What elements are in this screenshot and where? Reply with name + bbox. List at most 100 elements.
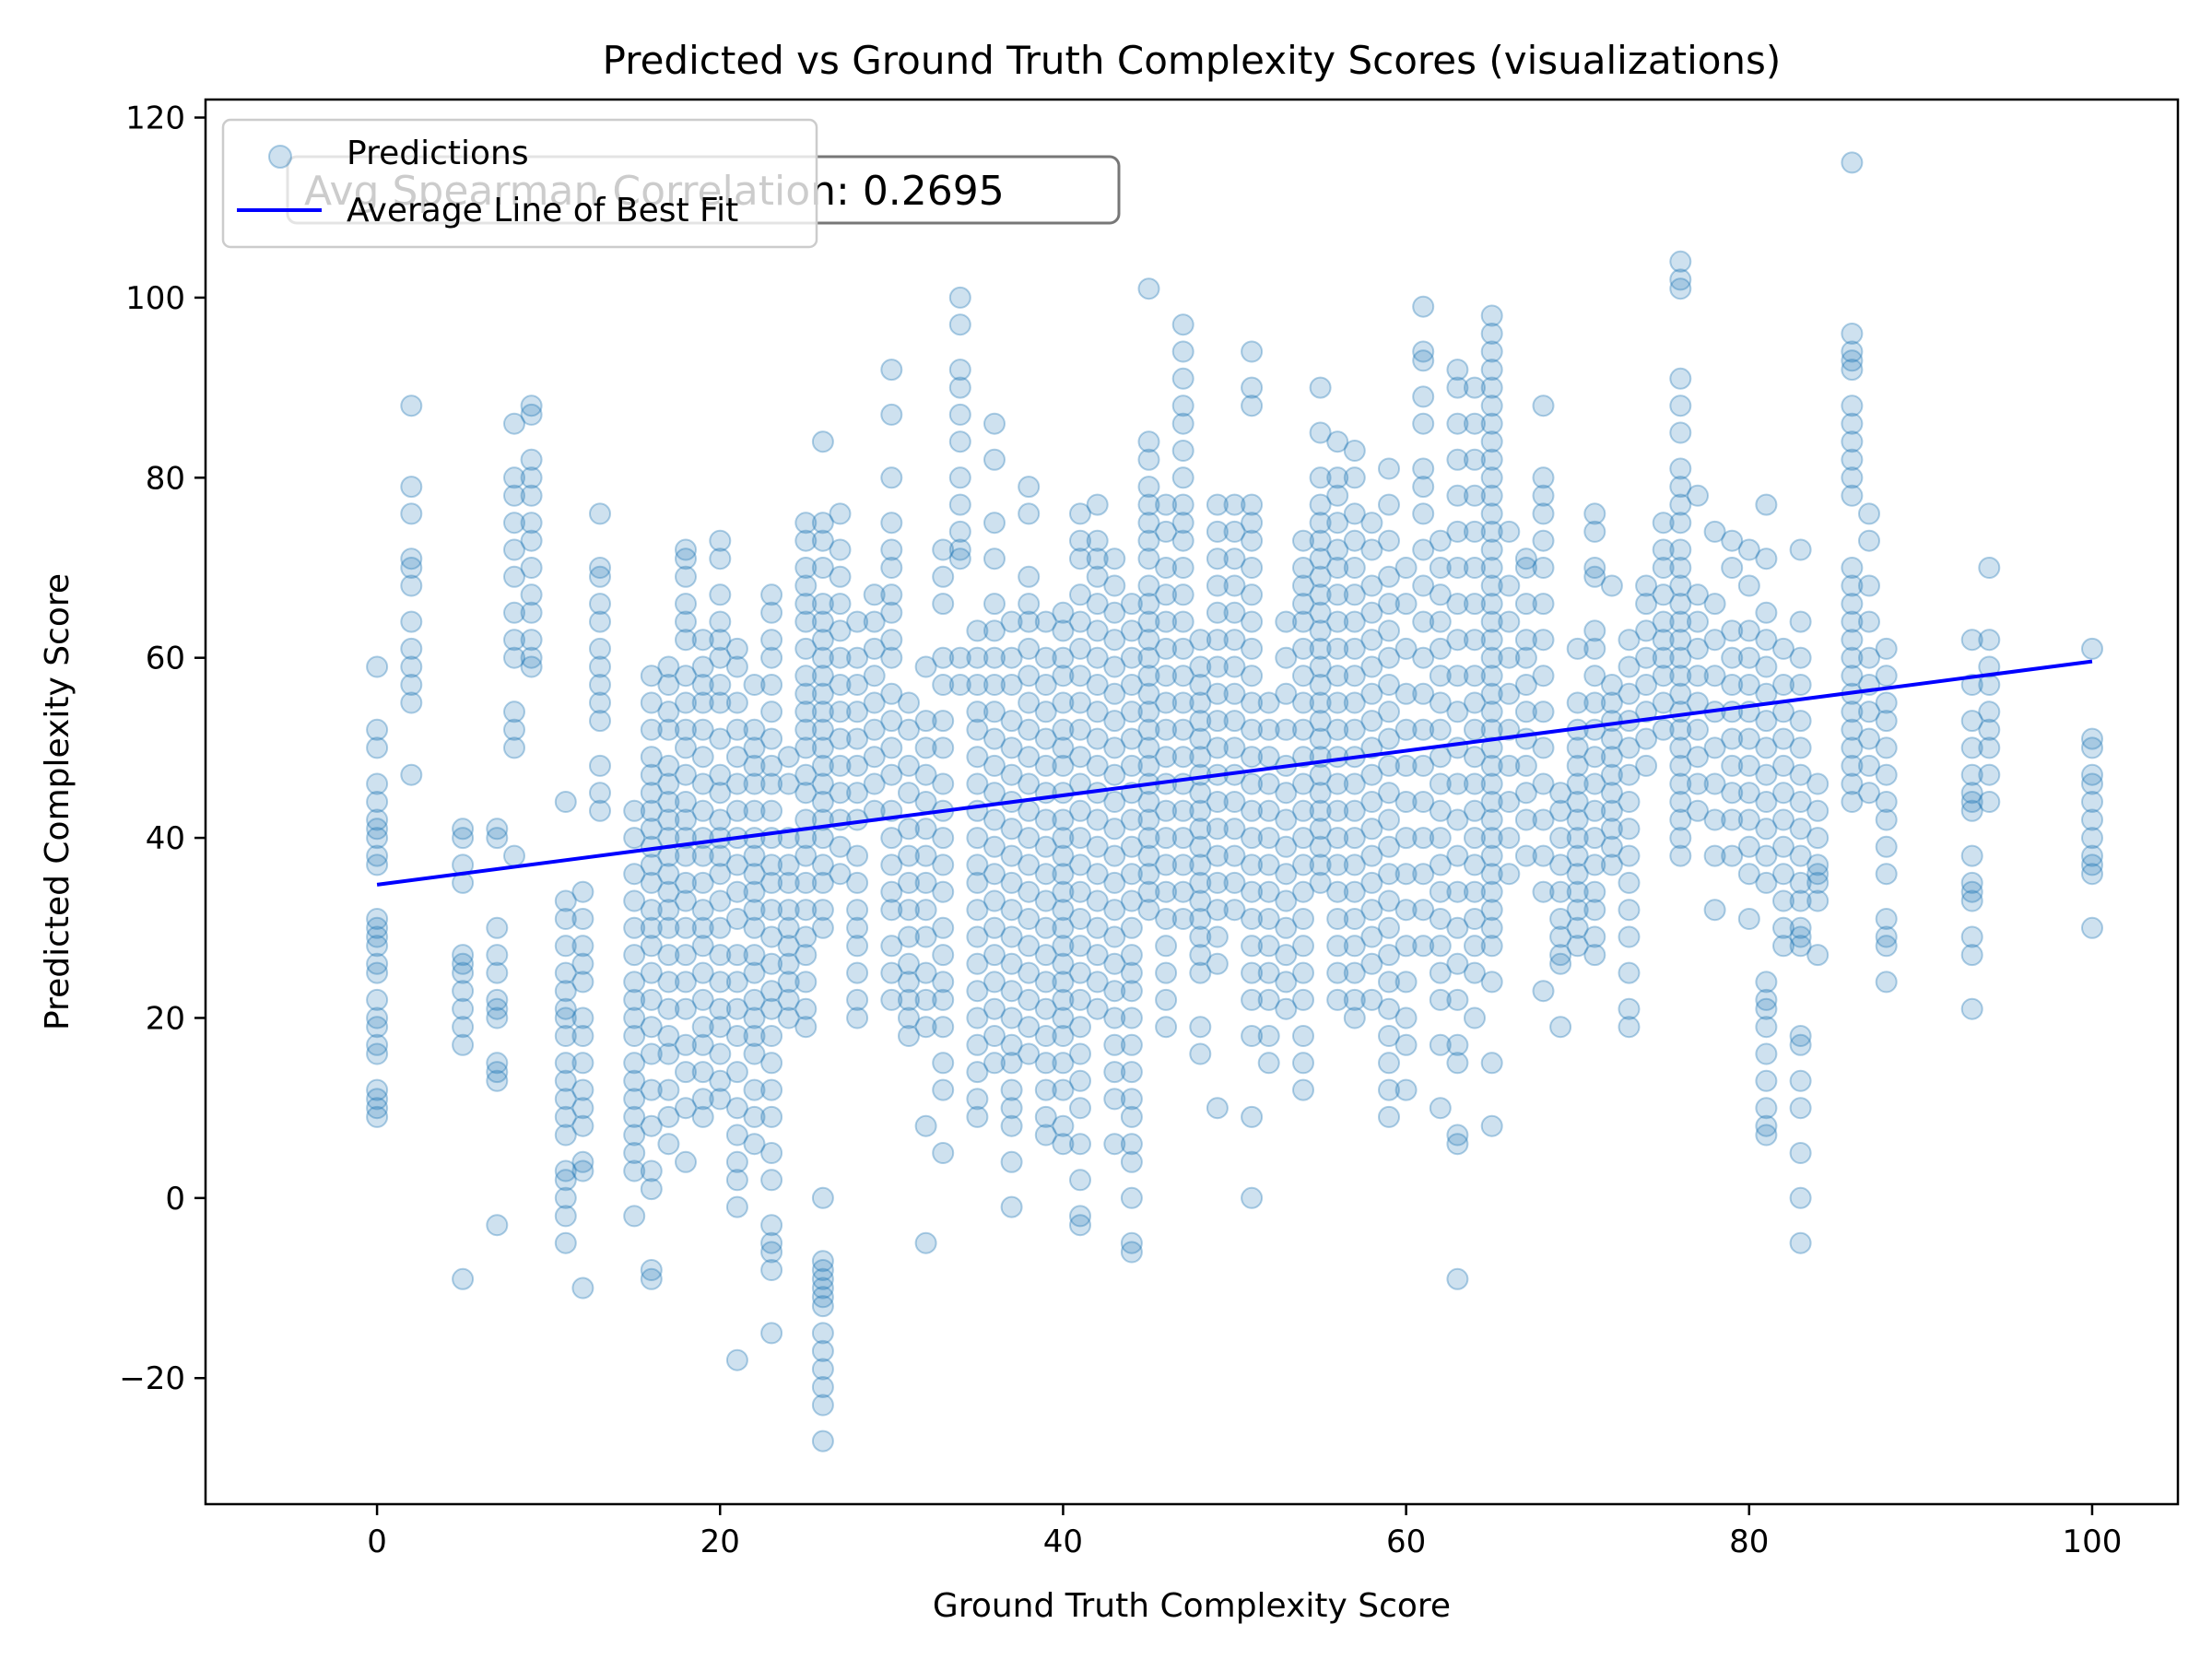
data-point bbox=[846, 646, 869, 669]
data-point bbox=[1412, 754, 1435, 777]
data-point bbox=[1412, 899, 1435, 922]
data-point bbox=[675, 629, 697, 652]
data-point bbox=[554, 1006, 577, 1030]
data-point bbox=[1378, 863, 1400, 886]
data-point bbox=[948, 403, 971, 426]
data-point bbox=[777, 1006, 800, 1030]
data-point bbox=[777, 916, 800, 939]
data-point bbox=[1635, 574, 1658, 597]
data-point bbox=[1034, 835, 1057, 858]
data-point bbox=[983, 835, 1006, 858]
data-point bbox=[846, 1006, 869, 1030]
data-point bbox=[520, 601, 543, 624]
data-point bbox=[1635, 754, 1658, 777]
data-point bbox=[1429, 610, 1452, 633]
data-point bbox=[1875, 835, 1898, 858]
data-point bbox=[1583, 827, 1606, 850]
data-point bbox=[1841, 718, 1864, 741]
data-point bbox=[1532, 529, 1555, 552]
data-point bbox=[966, 1006, 989, 1030]
data-point bbox=[1275, 610, 1298, 633]
data-point bbox=[1137, 448, 1160, 471]
data-point bbox=[914, 925, 937, 948]
data-point bbox=[743, 1042, 766, 1065]
data-point bbox=[1464, 557, 1486, 579]
data-point bbox=[1583, 665, 1606, 688]
data-point bbox=[1772, 935, 1794, 958]
data-point bbox=[503, 565, 525, 588]
data-point bbox=[1034, 700, 1057, 724]
data-point bbox=[1343, 557, 1366, 579]
data-point bbox=[1052, 691, 1075, 714]
data-point bbox=[1378, 727, 1400, 750]
data-point bbox=[1378, 782, 1400, 805]
data-point bbox=[486, 827, 509, 850]
data-point bbox=[503, 484, 525, 507]
data-point bbox=[1806, 889, 1830, 912]
data-point bbox=[1378, 593, 1400, 616]
data-point bbox=[2081, 791, 2103, 813]
data-point bbox=[1069, 853, 1091, 877]
data-point bbox=[1480, 863, 1503, 886]
data-point bbox=[863, 691, 886, 714]
data-point bbox=[1446, 988, 1469, 1011]
data-point bbox=[725, 1025, 748, 1047]
data-point bbox=[675, 665, 697, 688]
data-point bbox=[554, 889, 577, 912]
data-point bbox=[880, 880, 903, 903]
data-point bbox=[914, 899, 937, 922]
data-point bbox=[1103, 818, 1126, 841]
data-point bbox=[1858, 782, 1880, 805]
data-point bbox=[657, 700, 680, 724]
data-point bbox=[657, 772, 680, 795]
data-point bbox=[1549, 853, 1572, 877]
data-point bbox=[1721, 782, 1744, 805]
data-point bbox=[1137, 791, 1160, 813]
data-point bbox=[675, 871, 697, 894]
data-point bbox=[1326, 466, 1349, 489]
data-point bbox=[1429, 583, 1452, 606]
data-point bbox=[366, 818, 389, 841]
data-point bbox=[1103, 952, 1126, 975]
data-point bbox=[1241, 935, 1264, 958]
data-point bbox=[829, 538, 852, 561]
data-point bbox=[794, 944, 818, 967]
data-point bbox=[1309, 637, 1332, 660]
data-point bbox=[691, 772, 714, 795]
data-point bbox=[1241, 718, 1264, 741]
data-point bbox=[846, 916, 869, 939]
data-point bbox=[829, 593, 852, 616]
data-point bbox=[1052, 1133, 1075, 1156]
data-point bbox=[1721, 674, 1744, 696]
data-point bbox=[1600, 763, 1623, 786]
data-point bbox=[1241, 557, 1264, 579]
data-point bbox=[1018, 665, 1041, 688]
data-point bbox=[880, 853, 903, 877]
x-tick-label: 20 bbox=[700, 1524, 740, 1560]
data-point bbox=[589, 610, 611, 633]
data-point bbox=[623, 1159, 646, 1182]
data-point bbox=[1223, 844, 1246, 867]
data-point bbox=[811, 899, 834, 922]
data-point bbox=[1343, 799, 1366, 822]
data-point bbox=[1635, 619, 1658, 642]
data-point bbox=[932, 710, 955, 733]
data-point bbox=[1480, 394, 1503, 418]
data-point bbox=[657, 944, 680, 967]
data-point bbox=[1052, 665, 1075, 688]
data-point bbox=[709, 583, 732, 606]
data-point bbox=[914, 871, 937, 894]
data-point bbox=[691, 988, 714, 1011]
data-point bbox=[1618, 818, 1641, 841]
data-point bbox=[1257, 1025, 1280, 1047]
data-point bbox=[1326, 512, 1349, 535]
data-point bbox=[898, 899, 920, 922]
data-point bbox=[1841, 629, 1864, 652]
data-point bbox=[725, 1097, 748, 1120]
data-point bbox=[554, 935, 577, 958]
data-point bbox=[675, 808, 697, 831]
data-point bbox=[1052, 1114, 1075, 1137]
points-layer bbox=[366, 151, 2103, 1453]
data-point bbox=[1960, 763, 1983, 786]
data-point bbox=[1275, 808, 1298, 831]
